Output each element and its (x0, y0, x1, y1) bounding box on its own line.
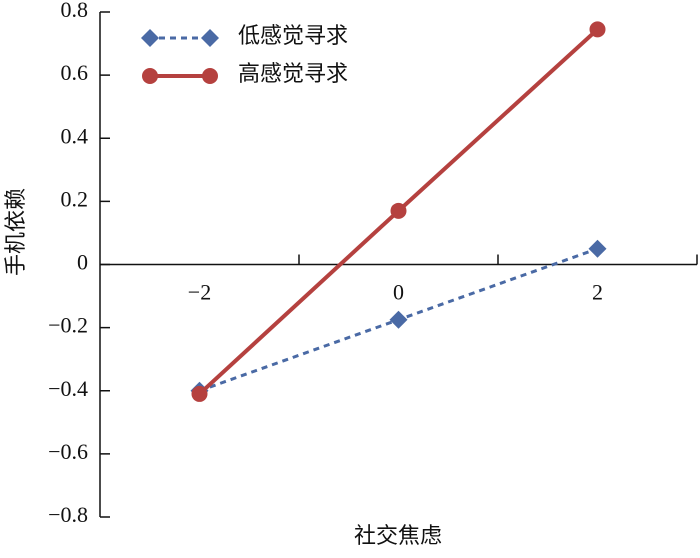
data-point (389, 310, 408, 329)
legend-marker (201, 29, 219, 47)
x-tick-label: 0 (393, 280, 404, 305)
data-point (390, 202, 407, 219)
y-tick-label: 0.8 (61, 0, 89, 22)
y-tick-label: −0.6 (48, 439, 88, 464)
y-tick-label: 0 (77, 250, 88, 275)
y-tick-label: −0.8 (48, 502, 88, 527)
legend-marker (141, 29, 159, 47)
y-tick-label: 0.6 (61, 60, 89, 85)
y-tick-label: 0.2 (61, 186, 89, 211)
y-tick-label: −0.4 (48, 376, 88, 401)
legend-marker (142, 68, 158, 84)
y-axis-label: 手机依赖 (3, 188, 28, 276)
legend-marker (202, 68, 218, 84)
legend-label: 高感觉寻求 (238, 61, 348, 86)
y-tick-label: −0.2 (48, 313, 88, 338)
data-point (589, 21, 606, 38)
x-tick-label: 2 (592, 280, 603, 305)
legend-label: 低感觉寻求 (238, 23, 348, 48)
data-point (588, 239, 607, 258)
y-tick-label: 0.4 (61, 123, 89, 148)
x-axis-label: 社交焦虑 (354, 523, 442, 548)
data-point (191, 385, 208, 402)
x-tick-label: −2 (188, 280, 211, 305)
